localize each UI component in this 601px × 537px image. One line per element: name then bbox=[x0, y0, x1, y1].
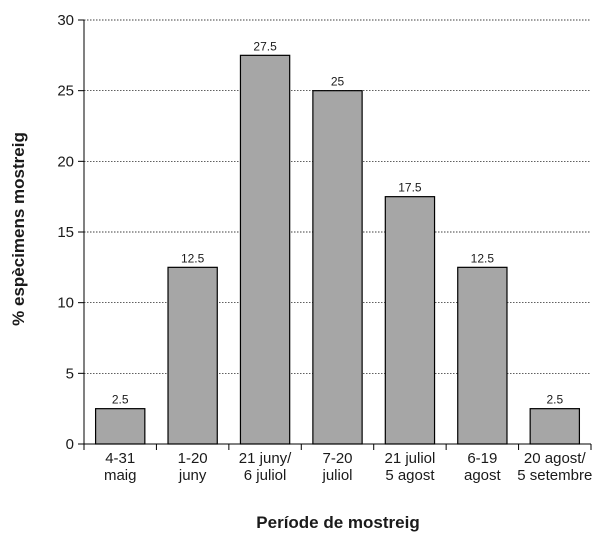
x-tick-label: 21 juliol bbox=[384, 450, 435, 467]
x-tick-label: 20 agost/ bbox=[524, 450, 587, 467]
y-axis-title: % espècimens mostreig bbox=[9, 132, 28, 326]
bar bbox=[529, 408, 581, 445]
x-tick-label: 6-19 bbox=[467, 450, 497, 467]
y-tick-label: 15 bbox=[57, 224, 74, 241]
y-tick-label: 20 bbox=[57, 153, 74, 170]
data-label: 2.5 bbox=[546, 393, 563, 407]
x-tick-label: juliol bbox=[321, 467, 352, 484]
y-tick-label: 0 bbox=[66, 436, 74, 453]
data-label: 12.5 bbox=[181, 251, 205, 265]
y-tick-labels: 0 5 10 15 20 25 30 bbox=[57, 12, 74, 453]
x-tick-label: agost bbox=[464, 467, 502, 484]
y-tick-label: 30 bbox=[57, 12, 74, 29]
x-tick-label: 1-20 bbox=[178, 450, 208, 467]
bar bbox=[384, 196, 436, 445]
data-label: 27.5 bbox=[253, 39, 277, 53]
x-axis-title: Període de mostreig bbox=[256, 513, 419, 532]
x-tick-label: maig bbox=[104, 467, 137, 484]
x-tick-label: 7-20 bbox=[322, 450, 352, 467]
bar bbox=[167, 266, 218, 445]
axes bbox=[78, 19, 592, 450]
data-label: 17.5 bbox=[398, 181, 422, 195]
x-tick-label: 5 setembre bbox=[517, 467, 592, 484]
data-labels: 2.5 12.5 27.5 25 17.5 12.5 2.5 bbox=[112, 39, 564, 406]
bar bbox=[312, 90, 363, 445]
bar bbox=[457, 266, 508, 445]
x-tick-label: juny bbox=[178, 467, 207, 484]
data-label: 12.5 bbox=[471, 251, 495, 265]
y-tick-label: 5 bbox=[66, 365, 74, 382]
data-label: 2.5 bbox=[112, 393, 129, 407]
bars bbox=[94, 54, 581, 445]
x-tick-label: 21 juny/ bbox=[239, 450, 292, 467]
data-label: 25 bbox=[331, 75, 345, 89]
bar bbox=[94, 408, 146, 445]
bar bbox=[239, 54, 291, 445]
x-tick-label: 5 agost bbox=[385, 467, 435, 484]
y-tick-label: 10 bbox=[57, 295, 74, 312]
x-tick-label: 6 juliol bbox=[244, 467, 287, 484]
x-tick-label: 4-31 bbox=[105, 450, 135, 467]
y-tick-label: 25 bbox=[57, 83, 74, 100]
